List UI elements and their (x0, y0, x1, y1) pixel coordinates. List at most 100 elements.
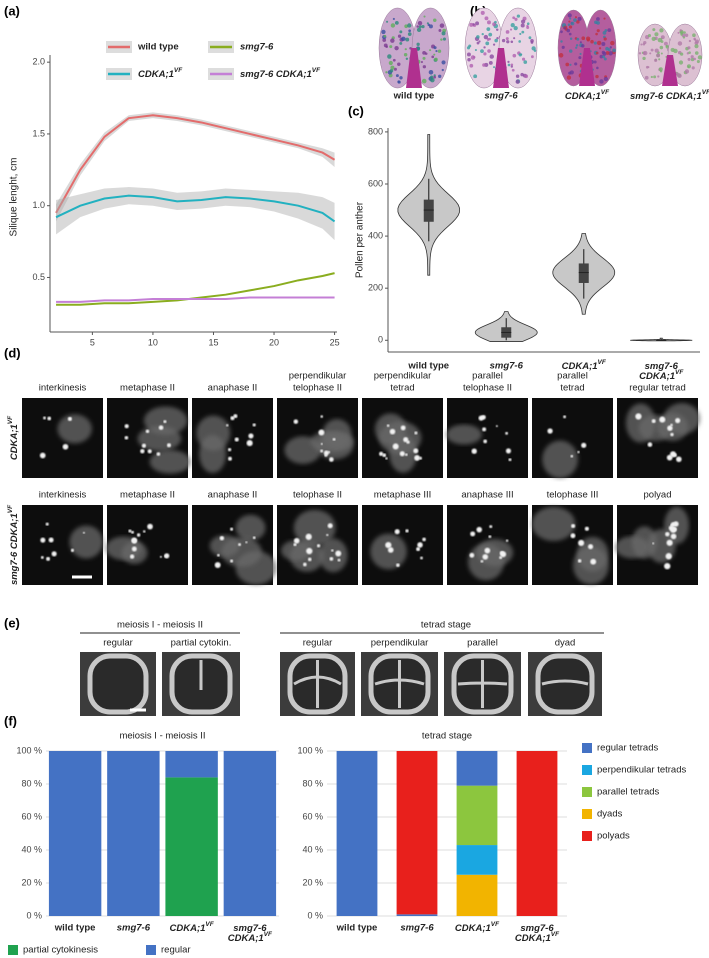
stage-label: interkinesis (39, 383, 87, 394)
cell-blob (318, 538, 348, 573)
pollen-dot (408, 29, 412, 33)
pollen-dot (659, 70, 663, 73)
pollen-dot (496, 28, 499, 31)
pollen-dot (697, 55, 703, 60)
chromatin (413, 448, 419, 454)
pollen-dot (480, 10, 485, 15)
pollen-dot (496, 36, 499, 40)
pollen-dot (688, 51, 691, 54)
bar-segment (516, 751, 558, 916)
pollen-dot (680, 52, 684, 56)
pollen-dot (520, 72, 524, 77)
x-tick-label: CDKA;1VF (455, 921, 500, 933)
chromatin (131, 538, 137, 544)
pollen-dot (473, 74, 478, 79)
pollen-dot (598, 47, 602, 50)
chromatin (670, 523, 673, 527)
chart-title: tetrad stage (422, 731, 472, 742)
pollen-dot (638, 52, 642, 55)
legend-key (582, 787, 592, 797)
chromatin (392, 443, 399, 450)
cell-septum (293, 660, 342, 708)
pollen-dot (563, 27, 566, 30)
legend-label-line: smg7-6 CDKA;1 (240, 69, 312, 80)
micrograph-content (196, 414, 256, 474)
pollen-dot (481, 32, 484, 36)
chromatin (400, 425, 406, 431)
chromatin (140, 448, 145, 454)
anther-label-sup: VF (601, 89, 610, 96)
confidence-band (56, 112, 335, 222)
chromatin (332, 438, 336, 441)
pollen-dot (659, 45, 664, 50)
legend-key (8, 945, 18, 955)
chromatin (226, 424, 229, 427)
chart-title: meiosis I - meiosis II (119, 731, 205, 742)
pollen-dot (682, 36, 686, 39)
pollen-dot (386, 20, 389, 23)
panel-label: (d) (4, 345, 21, 360)
pollen-dot (694, 38, 697, 41)
pollen-dot (599, 54, 604, 59)
pollen-dot (390, 23, 396, 28)
bar-segment (396, 914, 438, 916)
pollen-dot (678, 60, 684, 65)
chromatin (670, 432, 674, 437)
chromatin (136, 533, 141, 537)
chromatin (670, 423, 673, 427)
pollen-dot (405, 37, 410, 42)
pollen-dot (482, 63, 486, 67)
pollen-dot (493, 66, 496, 69)
pollen-dot (399, 30, 403, 34)
pollen-dot (570, 21, 575, 26)
legend-key (146, 945, 156, 955)
pollen-dot (684, 33, 689, 37)
x-tick-label: CDKA;1VF (170, 921, 215, 933)
pollen-dot (677, 73, 682, 78)
micrograph-content (615, 506, 689, 570)
group-title: tetrad stage (421, 620, 471, 631)
pollen-dot (435, 49, 438, 53)
legend-label: polyads (597, 831, 630, 842)
pollen-dot (512, 53, 517, 58)
micrograph-content (284, 415, 354, 464)
pollen-dot (389, 45, 393, 49)
pollen-dot (590, 39, 594, 44)
box (423, 199, 434, 222)
pollen-dot (651, 36, 656, 42)
chromatin (45, 522, 49, 526)
micrograph-content (625, 403, 701, 463)
pollen-dot (480, 49, 484, 54)
micrograph-content (124, 406, 191, 474)
pollen-dot (690, 55, 694, 59)
pollen-dot (677, 41, 683, 46)
chromatin (651, 419, 656, 424)
pollen-dot (603, 37, 607, 41)
chromatin (70, 548, 75, 552)
pollen-dot (657, 75, 660, 78)
chromatin (669, 451, 677, 458)
legend-label: parallel tetrads (597, 787, 660, 798)
pollen-dot (505, 37, 509, 41)
pollen-dot (650, 75, 653, 79)
pollen-dot (424, 52, 428, 55)
chromatin (238, 543, 242, 547)
chromatin (141, 443, 147, 448)
chromatin (293, 537, 300, 544)
x-tick-label: smg7-6 (490, 361, 524, 372)
chromatin (676, 456, 682, 463)
x-tick-label: smg7-6 CDKA;1VF (639, 361, 684, 382)
group-title: meiosis I - meiosis II (117, 620, 203, 631)
pollen-dot (673, 48, 678, 54)
pollen-dot (594, 20, 598, 25)
pollen-dot (474, 48, 477, 52)
pollen-dot (392, 58, 396, 62)
stage-label: telophase II (293, 490, 342, 501)
chromatin (469, 552, 475, 558)
pollen-dot (693, 57, 696, 61)
x-tick-label: 15 (208, 337, 218, 347)
micrograph-content (105, 523, 170, 564)
y-tick-label: 20 % (21, 877, 42, 887)
pollen-dot (521, 57, 526, 61)
chromatin (217, 553, 220, 557)
